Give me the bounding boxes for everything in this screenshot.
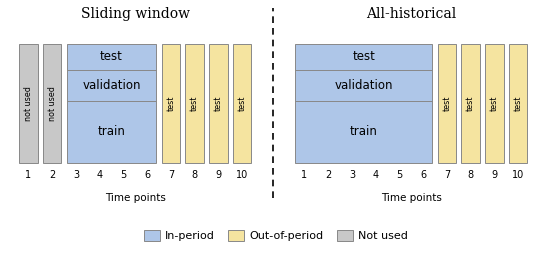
- Text: test: test: [466, 96, 475, 111]
- Text: validation: validation: [82, 79, 141, 92]
- Text: 4: 4: [373, 170, 379, 180]
- Text: 2: 2: [325, 170, 331, 180]
- Text: 5: 5: [396, 170, 402, 180]
- Text: 9: 9: [491, 170, 497, 180]
- Text: train: train: [98, 125, 125, 138]
- Text: validation: validation: [335, 79, 393, 92]
- Text: test: test: [237, 96, 247, 111]
- Bar: [209, 44, 227, 163]
- Text: train: train: [350, 125, 378, 138]
- Text: test: test: [442, 96, 452, 111]
- Bar: [19, 44, 38, 163]
- Bar: [67, 44, 156, 163]
- Text: test: test: [490, 96, 499, 111]
- Bar: [438, 44, 456, 163]
- Text: 6: 6: [420, 170, 426, 180]
- Text: 9: 9: [215, 170, 221, 180]
- Text: test: test: [190, 96, 199, 111]
- Text: not used: not used: [24, 86, 33, 121]
- Legend: In-period, Out-of-period, Not used: In-period, Out-of-period, Not used: [140, 226, 412, 246]
- Bar: [509, 44, 527, 163]
- Text: 10: 10: [512, 170, 524, 180]
- Bar: [295, 44, 432, 163]
- Bar: [233, 44, 251, 163]
- Text: 3: 3: [73, 170, 79, 180]
- Text: test: test: [166, 96, 176, 111]
- Bar: [43, 44, 61, 163]
- Text: 10: 10: [236, 170, 248, 180]
- Text: test: test: [214, 96, 223, 111]
- Text: Time points: Time points: [381, 193, 442, 203]
- Text: 1: 1: [301, 170, 307, 180]
- Text: 2: 2: [49, 170, 55, 180]
- Text: 1: 1: [25, 170, 31, 180]
- Text: test: test: [513, 96, 523, 111]
- Text: 4: 4: [97, 170, 103, 180]
- Text: test: test: [352, 50, 375, 63]
- Bar: [461, 44, 480, 163]
- Bar: [162, 44, 180, 163]
- Text: 7: 7: [444, 170, 450, 180]
- Text: 8: 8: [468, 170, 474, 180]
- Text: 7: 7: [168, 170, 174, 180]
- Text: 5: 5: [120, 170, 126, 180]
- Bar: [185, 44, 204, 163]
- Text: test: test: [100, 50, 123, 63]
- Text: Time points: Time points: [105, 193, 166, 203]
- Text: 3: 3: [349, 170, 355, 180]
- Bar: [485, 44, 503, 163]
- Text: 8: 8: [192, 170, 198, 180]
- Text: 6: 6: [144, 170, 150, 180]
- Title: Sliding window: Sliding window: [81, 7, 190, 21]
- Title: All-historical: All-historical: [366, 7, 457, 21]
- Text: not used: not used: [47, 86, 57, 121]
